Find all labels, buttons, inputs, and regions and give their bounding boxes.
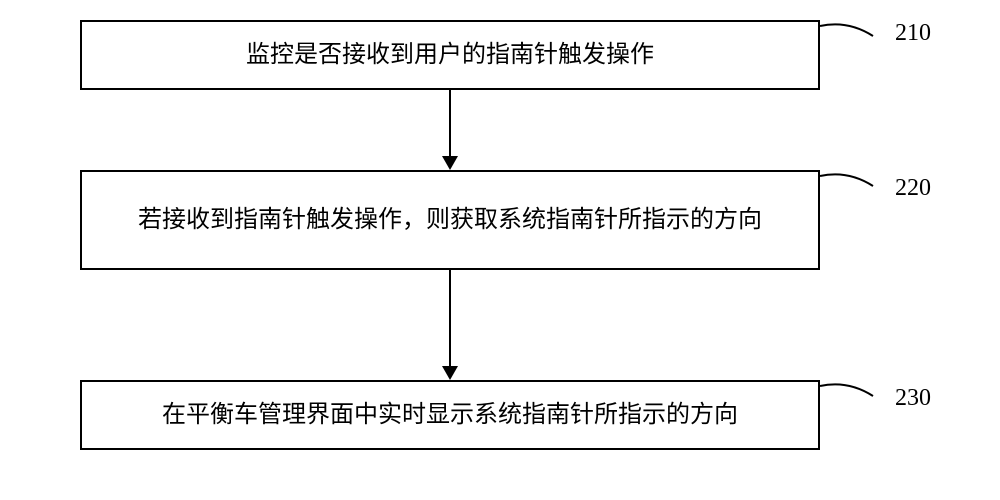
flowchart-box-3: 在平衡车管理界面中实时显示系统指南针所指示的方向 [80,380,820,450]
label-210: 210 [895,20,931,47]
label-220: 220 [895,175,931,202]
arrow-1-head [442,156,458,170]
box-3-text: 在平衡车管理界面中实时显示系统指南针所指示的方向 [162,396,738,434]
flowchart-container: 监控是否接收到用户的指南针触发操作 210 若接收到指南针触发操作，则获取系统指… [0,0,1000,500]
arrow-2-head [442,366,458,380]
box-2-text: 若接收到指南针触发操作，则获取系统指南针所指示的方向 [138,201,762,239]
connector-curve-3 [818,378,898,408]
flowchart-box-2: 若接收到指南针触发操作，则获取系统指南针所指示的方向 [80,170,820,270]
arrow-1-line [449,90,451,156]
connector-curve-2 [818,168,898,198]
box-1-text: 监控是否接收到用户的指南针触发操作 [246,36,654,74]
arrow-2-line [449,270,451,366]
connector-curve-1 [818,18,898,48]
label-230: 230 [895,385,931,412]
flowchart-box-1: 监控是否接收到用户的指南针触发操作 [80,20,820,90]
